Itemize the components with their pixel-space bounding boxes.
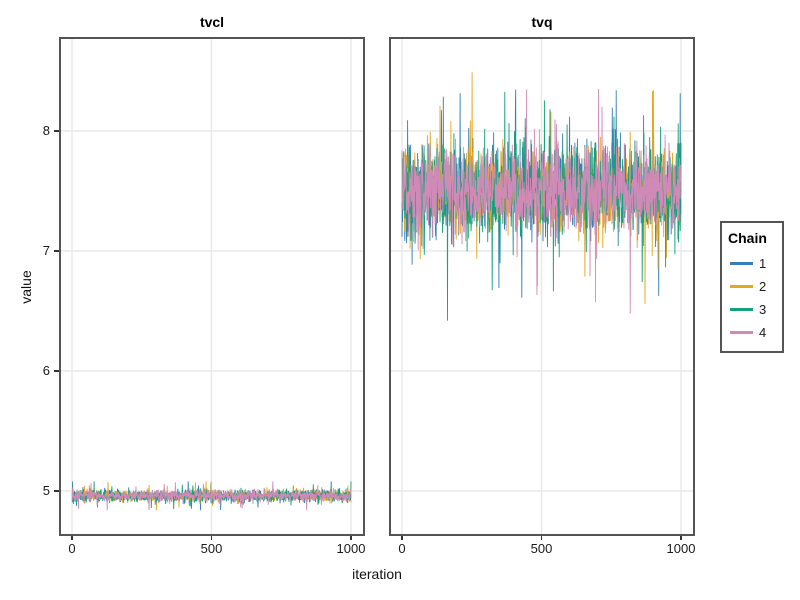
- facet-title-tvq: tvq: [531, 14, 553, 30]
- panel-tvcl: [59, 37, 365, 536]
- y-tick-mark-5: [54, 490, 59, 492]
- x-tick-mark-panel1-1000: [680, 536, 682, 540]
- legend-line-swatch: [730, 331, 753, 334]
- legend-item-chain-1: 1: [728, 252, 782, 275]
- y-tick-label-5: 5: [42, 483, 50, 498]
- y-axis-title: value: [18, 270, 34, 304]
- y-tick-mark-8: [54, 130, 59, 132]
- y-tick-label-8: 8: [42, 123, 50, 138]
- legend-line-swatch: [730, 262, 753, 265]
- legend: Chain 1 2 3 4: [720, 221, 784, 353]
- x-tick-label-panel1-0: 0: [398, 541, 406, 556]
- x-tick-mark-panel0-500: [210, 536, 213, 540]
- y-tick-label-6: 6: [42, 363, 50, 378]
- panel-border: [59, 37, 365, 536]
- panel-border: [389, 37, 695, 536]
- x-axis-title: iteration: [352, 566, 402, 582]
- x-tick-label-panel1-1000: 1000: [666, 541, 696, 556]
- legend-label: 4: [759, 325, 767, 340]
- legend-item-chain-2: 2: [728, 275, 782, 298]
- legend-items: 1 2 3 4: [728, 252, 782, 344]
- legend-title: Chain: [728, 230, 767, 246]
- trace-line-tvcl-chain-4: [71, 481, 352, 511]
- x-tick-label-panel0-500: 500: [200, 541, 223, 556]
- legend-line-swatch: [730, 308, 753, 311]
- y-tick-mark-6: [54, 370, 59, 372]
- legend-line-swatch: [730, 285, 753, 288]
- legend-item-chain-4: 4: [728, 321, 782, 344]
- x-tick-mark-panel1-0: [401, 536, 403, 540]
- x-tick-mark-panel1-500: [540, 536, 543, 540]
- y-tick-mark-7: [54, 250, 59, 252]
- panel-tvq: [389, 37, 695, 536]
- x-tick-label-panel0-1000: 1000: [336, 541, 366, 556]
- legend-item-chain-3: 3: [728, 298, 782, 321]
- legend-label: 1: [759, 256, 767, 271]
- facet-title-tvcl: tvcl: [199, 14, 225, 30]
- legend-label: 3: [759, 302, 767, 317]
- trace-line-tvq-chain-4: [401, 88, 682, 314]
- x-tick-mark-panel0-0: [71, 536, 73, 540]
- x-tick-label-panel0-0: 0: [68, 541, 76, 556]
- y-tick-label-7: 7: [42, 243, 50, 258]
- x-tick-mark-panel0-1000: [350, 536, 352, 540]
- x-tick-label-panel1-500: 500: [530, 541, 553, 556]
- legend-label: 2: [759, 279, 767, 294]
